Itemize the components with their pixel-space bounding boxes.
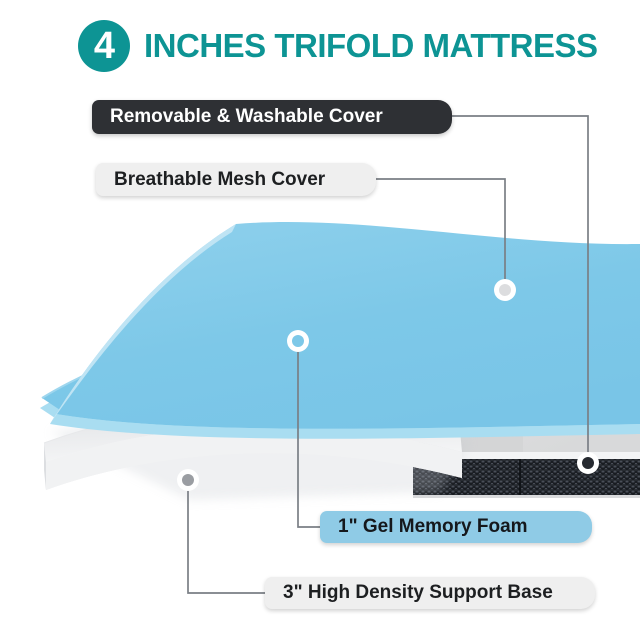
base-front-highlight	[46, 426, 462, 490]
mesh-bottom-edge	[413, 495, 640, 498]
marker-dot-base[interactable]	[177, 469, 199, 491]
gel-foam-sheet	[50, 222, 640, 439]
callout-removable-washable-cover[interactable]: Removable & Washable Cover	[92, 100, 452, 134]
leader-lines	[187, 115, 589, 594]
leader-line-removable	[451, 115, 589, 453]
callout-breathable-mesh-cover[interactable]: Breathable Mesh Cover	[96, 163, 376, 196]
callout-label: 3" High Density Support Base	[283, 582, 553, 603]
callout-label: Breathable Mesh Cover	[114, 168, 326, 190]
marker-dot-removable[interactable]	[577, 452, 599, 474]
title-text: INCHES TRIFOLD MATTRESS	[144, 27, 598, 64]
marker-dot-gel[interactable]	[287, 330, 309, 352]
leader-line-mesh	[375, 178, 506, 281]
callout-label: Removable & Washable Cover	[110, 106, 383, 127]
callout-label: 1" Gel Memory Foam	[338, 516, 528, 537]
page-title: 4 INCHES TRIFOLD MATTRESS	[78, 20, 598, 72]
leader-line-base	[187, 489, 266, 594]
inches-badge: 4	[78, 20, 130, 72]
gel-foam-sheet-face	[56, 222, 640, 429]
marker-dots	[177, 279, 599, 491]
marker-dot-mesh[interactable]	[494, 279, 516, 301]
leader-line-gel	[297, 350, 321, 528]
callout-gel-memory-foam[interactable]: 1" Gel Memory Foam	[320, 511, 592, 543]
callout-high-density-support-base[interactable]: 3" High Density Support Base	[265, 577, 595, 609]
gel-foam-sheet-thickness	[50, 414, 640, 439]
base-left-edge	[44, 443, 46, 490]
